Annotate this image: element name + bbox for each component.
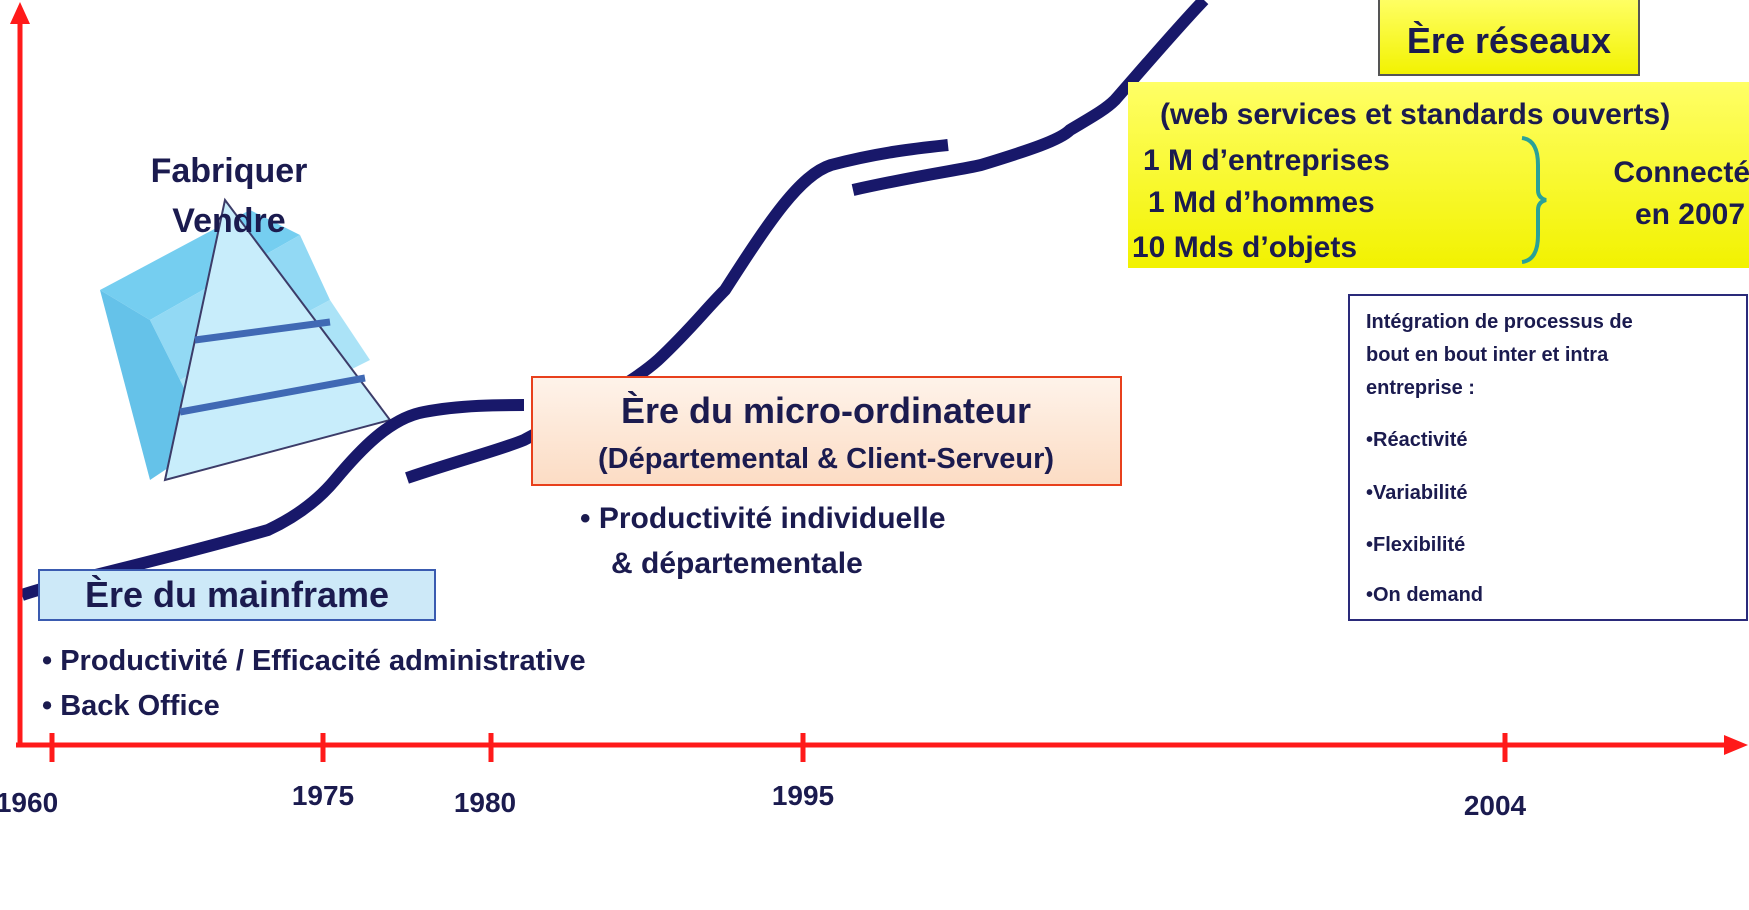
network-stat: 1 M d’entreprises [1143,144,1390,177]
year-label: 1995 [772,780,834,811]
process-line: •Flexibilité [1366,534,1465,556]
mainframe-bullet: • Back Office [42,690,220,722]
micro-title: Ère du micro-ordinateur [621,390,1031,431]
year-label: 1975 [292,780,354,811]
process-line: •Variabilité [1366,482,1468,504]
mainframe-title: Ère du mainframe [85,574,389,615]
left-label: Fabriquer [151,152,308,190]
brace-label: Connectés [1613,156,1749,189]
process-line: •On demand [1366,584,1483,606]
network-stat: 1 Md d’hommes [1148,186,1375,219]
pyramid-image [100,200,390,480]
year-label: 2004 [1464,790,1527,821]
left-label: Vendre [172,202,285,240]
mainframe-bullet: • Productivité / Efficacité administrati… [42,645,586,677]
micro-bullet: & départementale [611,547,863,580]
slide: 1960 1975 1980 1995 2004 Fabriquer Vendr… [0,0,1749,910]
year-label: 1980 [454,787,516,818]
year-label: 1960 [0,787,58,818]
process-line: •Réactivité [1366,429,1468,451]
network-title: Ère réseaux [1407,20,1611,61]
brace-label: en 2007 [1635,198,1745,231]
network-subtitle: (web services et standards ouverts) [1160,98,1670,131]
process-line: entreprise : [1366,377,1475,399]
micro-bullet: • Productivité individuelle [580,502,946,535]
process-line: Intégration de processus de [1366,311,1633,333]
process-line: bout en bout inter et intra [1366,344,1609,366]
network-stat: 10 Mds d’objets [1132,231,1357,264]
micro-subtitle: (Départemental & Client-Serveur) [598,443,1054,475]
